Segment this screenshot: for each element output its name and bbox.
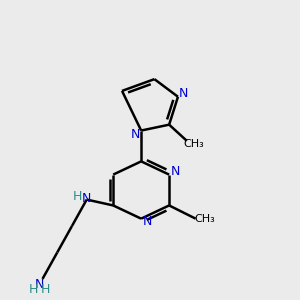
Text: N: N: [35, 278, 44, 291]
Text: H: H: [29, 283, 38, 296]
Text: H: H: [41, 283, 50, 296]
Text: N: N: [143, 214, 152, 227]
Text: CH₃: CH₃: [184, 140, 205, 149]
Text: H: H: [73, 190, 83, 202]
Text: CH₃: CH₃: [195, 214, 215, 224]
Text: N: N: [179, 87, 188, 100]
Text: N: N: [82, 193, 92, 206]
Text: N: N: [130, 128, 140, 142]
Text: N: N: [171, 165, 180, 178]
